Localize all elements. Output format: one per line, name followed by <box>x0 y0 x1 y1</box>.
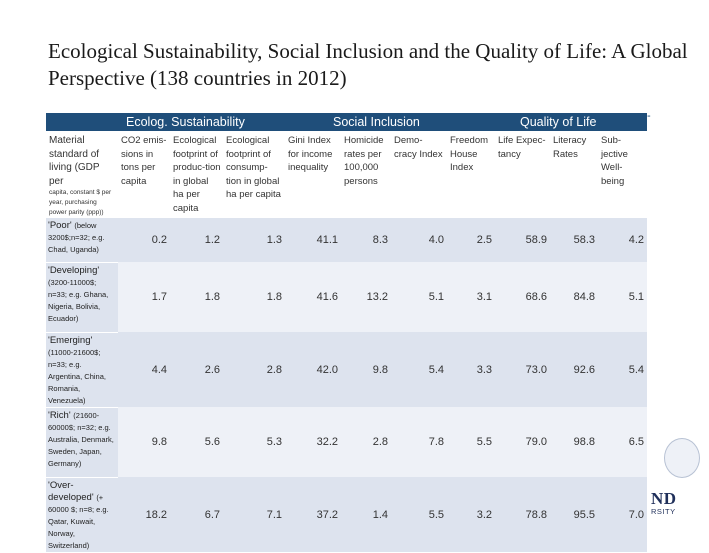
table-cell: 68.6 <box>495 262 550 332</box>
table-row: 'Over-developed' (+ 60000 $; n=8; e.g. Q… <box>46 477 647 553</box>
table-cell: 1.3 <box>223 218 285 262</box>
table-cell: 37.2 <box>285 477 341 552</box>
slide-title: Ecological Sustainability, Social Inclus… <box>48 39 688 90</box>
table-cell: 2.5 <box>447 218 495 262</box>
table-cell: 79.0 <box>495 407 550 477</box>
table-cell: 2.8 <box>341 407 391 477</box>
row-label: 'Developing' (3200-11000$; n=33; e.g. Gh… <box>46 262 118 333</box>
table-cell: 7.0 <box>598 477 647 552</box>
table-cell: 3.3 <box>447 332 495 407</box>
header-footprint-consumption: Ecological footprint of consump-tion in … <box>223 131 285 218</box>
header-footprint-production: Ecological footprint of produc-tion in g… <box>170 131 223 218</box>
header-gini: Gini Index for income inequality <box>285 131 341 218</box>
table-cell: 4.4 <box>118 332 170 407</box>
row-label: 'Poor' (below 3200$;n=32; e.g. Chad, Uga… <box>46 218 118 263</box>
university-logo-subtext: RSITY <box>651 507 676 516</box>
header-material-standard: Material standard of living (GDP per capi… <box>46 131 118 218</box>
table-cell: 58.9 <box>495 218 550 262</box>
header-row: Material standard of living (GDP per capi… <box>46 131 647 218</box>
table-cell: 9.8 <box>341 332 391 407</box>
table-cell: 41.1 <box>285 218 341 262</box>
row-label: 'Over-developed' (+ 60000 $; n=8; e.g. Q… <box>46 477 118 553</box>
row-label: 'Emerging' (11000-21600$; n=33; e.g. Arg… <box>46 332 118 408</box>
table-cell: 84.8 <box>550 262 598 332</box>
table-cell: 1.8 <box>170 262 223 332</box>
table-cell: 5.3 <box>223 407 285 477</box>
group-social-inclusion: Social Inclusion <box>333 115 420 129</box>
table-cell: 2.6 <box>170 332 223 407</box>
university-seal-icon <box>664 438 700 478</box>
table-cell: 6.5 <box>598 407 647 477</box>
table-cell: 6.7 <box>170 477 223 552</box>
table-cell: 5.6 <box>170 407 223 477</box>
table-cell: 9.8 <box>118 407 170 477</box>
table-cell: 92.6 <box>550 332 598 407</box>
table-cell: 5.1 <box>598 262 647 332</box>
table-cell: 1.8 <box>223 262 285 332</box>
table-cell: 73.0 <box>495 332 550 407</box>
table-cell: 7.8 <box>391 407 447 477</box>
header-life-expectancy: Life Expec-tancy <box>495 131 550 218</box>
table-cell: 5.1 <box>391 262 447 332</box>
table-row: 'Emerging' (11000-21600$; n=33; e.g. Arg… <box>46 332 647 408</box>
table-cell: 42.0 <box>285 332 341 407</box>
table-cell: 1.2 <box>170 218 223 262</box>
group-ecological-sustainability: Ecolog. Sustainability <box>126 115 245 129</box>
table-cell: 4.2 <box>598 218 647 262</box>
table-cell: 5.5 <box>447 407 495 477</box>
group-quality-of-life: Quality of Life <box>520 115 597 129</box>
table-cell: 3.1 <box>447 262 495 332</box>
table-cell: 18.2 <box>118 477 170 552</box>
header-literacy: Literacy Rates <box>550 131 598 218</box>
table-cell: 58.3 <box>550 218 598 262</box>
group-header-bar: Ecolog. Sustainability Social Inclusion … <box>46 113 647 131</box>
table-cell: 95.5 <box>550 477 598 552</box>
table-cell: 0.2 <box>118 218 170 262</box>
table-cell: 13.2 <box>341 262 391 332</box>
table-cell: 5.4 <box>598 332 647 407</box>
table-cell: 32.2 <box>285 407 341 477</box>
header-wellbeing: Sub-jective Well-being <box>598 131 647 218</box>
university-logo-text: ND <box>651 489 677 508</box>
table-cell: 3.2 <box>447 477 495 552</box>
table-cell: 7.1 <box>223 477 285 552</box>
divider-mark: - <box>647 110 651 122</box>
table-cell: 41.6 <box>285 262 341 332</box>
table-cell: 2.8 <box>223 332 285 407</box>
header-freedom-house: Freedom House Index <box>447 131 495 218</box>
header-democracy: Demo-cracy Index <box>391 131 447 218</box>
table-cell: 4.0 <box>391 218 447 262</box>
table-row: 'Poor' (below 3200$;n=32; e.g. Chad, Uga… <box>46 218 647 263</box>
table-cell: 98.8 <box>550 407 598 477</box>
header-homicide: Homicide rates per 100,000 persons <box>341 131 391 218</box>
table-row: 'Developing' (3200-11000$; n=33; e.g. Gh… <box>46 262 647 333</box>
table-cell: 78.8 <box>495 477 550 552</box>
row-label: 'Rich' (21600-60000$; n=32; e.g. Austral… <box>46 407 118 478</box>
table-cell: 1.7 <box>118 262 170 332</box>
table-cell: 8.3 <box>341 218 391 262</box>
table-cell: 5.5 <box>391 477 447 552</box>
table-cell: 5.4 <box>391 332 447 407</box>
table-cell: 1.4 <box>341 477 391 552</box>
header-co2: CO2 emis-sions in tons per capita <box>118 131 170 218</box>
data-table: Material standard of living (GDP per capi… <box>46 131 647 553</box>
table-row: 'Rich' (21600-60000$; n=32; e.g. Austral… <box>46 407 647 478</box>
